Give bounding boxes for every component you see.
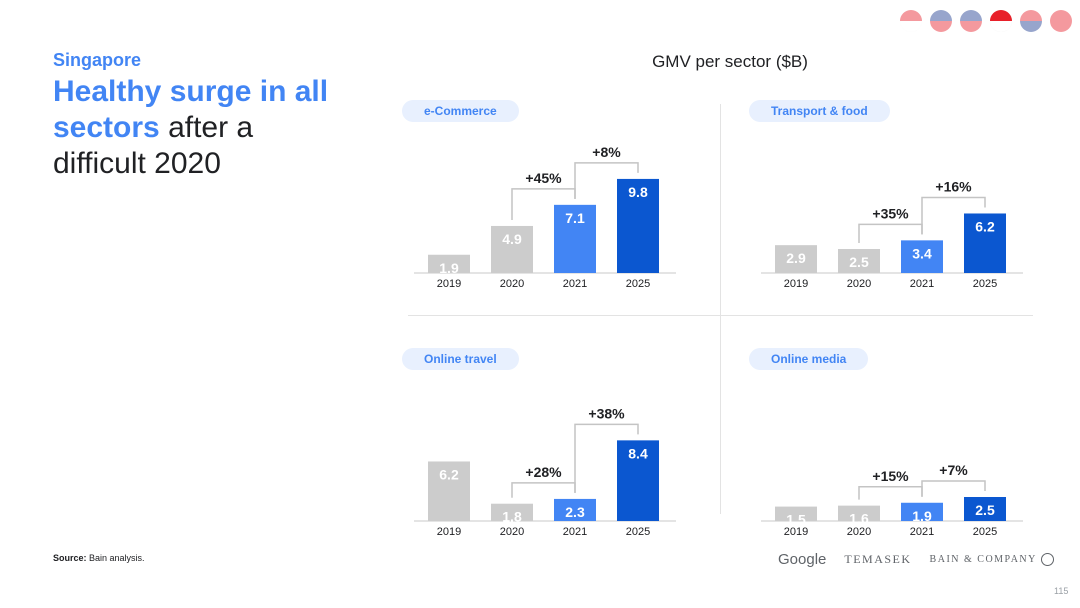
bar-2019	[428, 254, 470, 273]
bar-chart-svg: 2.9 2019 2.5 2020 3.4 2021 6.2 2025 +35% +16%	[761, 178, 1023, 290]
growth-bracket	[511, 482, 576, 498]
vertical-divider	[720, 104, 721, 514]
bar-value-label: 1.6	[849, 511, 869, 527]
bar-2025	[617, 178, 659, 273]
growth-bracket	[574, 423, 639, 493]
bar-2025	[617, 440, 659, 521]
x-tick-label: 2025	[973, 526, 997, 538]
x-tick-label: 2020	[500, 278, 524, 290]
growth-label: +28%	[525, 464, 562, 480]
x-tick-label: 2020	[847, 526, 871, 538]
bar-value-label: 1.9	[439, 260, 459, 276]
bain-logo-text: BAIN & COMPANY	[929, 554, 1037, 565]
headline-rest: after a difficult 2020	[53, 111, 254, 180]
growth-label: +16%	[935, 178, 972, 194]
bar-value-label: 1.9	[912, 508, 932, 524]
country-flags	[900, 10, 1072, 32]
growth-label: +15%	[872, 468, 909, 484]
x-tick-label: 2025	[973, 278, 997, 290]
growth-bracket	[858, 223, 923, 243]
bar-2025	[964, 497, 1006, 521]
x-tick-label: 2025	[626, 278, 650, 290]
bar-value-label: 2.5	[849, 254, 869, 270]
bar-2021	[554, 204, 596, 273]
temasek-logo: TEMASEK	[844, 552, 912, 566]
bar-2021	[901, 502, 943, 521]
malaysia-flag-icon[interactable]	[930, 10, 952, 32]
bar-2020	[838, 249, 880, 273]
bar-value-label: 7.1	[565, 210, 585, 226]
growth-bracket	[574, 162, 639, 199]
growth-label: +45%	[525, 170, 562, 186]
country-label: Singapore	[53, 50, 142, 70]
philippines-flag-icon[interactable]	[960, 10, 982, 32]
bain-logo: BAIN & COMPANY	[930, 553, 1054, 566]
x-tick-label: 2021	[910, 278, 934, 290]
x-tick-label: 2021	[563, 278, 587, 290]
growth-label: +8%	[592, 144, 621, 160]
source-note: Source: Bain analysis.	[53, 553, 145, 563]
bar-value-label: 9.8	[628, 184, 648, 200]
sector-pill: Transport & food	[749, 100, 890, 122]
x-tick-label: 2021	[563, 526, 587, 538]
bar-2020	[838, 505, 880, 521]
page-number: 115	[1054, 586, 1069, 596]
x-tick-label: 2020	[847, 278, 871, 290]
google-logo: Google	[778, 551, 827, 568]
bar-2019	[428, 461, 470, 521]
bar-value-label: 2.9	[786, 250, 806, 266]
sector-pill: Online travel	[402, 348, 519, 370]
bar-2021	[554, 498, 596, 521]
bar-value-label: 6.2	[439, 466, 459, 482]
horizontal-divider	[408, 315, 1033, 316]
panel-online-travel: 6.2 2019 1.8 2020 2.3 2021 8.4 2025 +28% +38% Onl…	[402, 348, 702, 568]
headline: Healthy surge in all sectors after a dif…	[53, 74, 353, 182]
chart-title: GMV per sector ($B)	[652, 52, 808, 71]
x-tick-label: 2019	[784, 278, 808, 290]
bar-value-label: 6.2	[975, 218, 995, 234]
bar-2019	[775, 245, 817, 273]
vietnam-flag-icon[interactable]	[1050, 10, 1072, 32]
x-tick-label: 2019	[437, 278, 461, 290]
bar-value-label: 2.5	[975, 502, 995, 518]
bar-2019	[775, 506, 817, 521]
thailand-flag-icon[interactable]	[1020, 10, 1042, 32]
indonesia-flag-icon[interactable]	[900, 10, 922, 32]
bain-circle-icon	[1040, 553, 1054, 566]
x-tick-label: 2019	[437, 526, 461, 538]
x-tick-label: 2021	[910, 526, 934, 538]
bar-value-label: 2.3	[565, 504, 585, 520]
x-tick-label: 2025	[626, 526, 650, 538]
bar-2021	[901, 240, 943, 273]
partner-logos: Google TEMASEK BAIN & COMPANY	[778, 551, 1054, 568]
bar-2025	[964, 213, 1006, 273]
sector-pill: e-Commerce	[402, 100, 519, 122]
panel-online-media: 1.5 2019 1.6 2020 1.9 2021 2.5 2025 +15% +7% Onli…	[749, 348, 1049, 568]
bar-value-label: 4.9	[502, 231, 522, 247]
bar-chart-svg: 1.9 2019 4.9 2020 7.1 2021 9.8 2025 +45% +8%	[414, 144, 676, 290]
growth-label: +7%	[939, 462, 968, 478]
growth-label: +38%	[588, 405, 625, 421]
singapore-flag-icon[interactable]	[990, 10, 1012, 32]
panel-ecommerce: 1.9 2019 4.9 2020 7.1 2021 9.8 2025 +45% +8% e-Co…	[402, 100, 702, 320]
source-label: Source:	[53, 553, 87, 563]
x-tick-label: 2019	[784, 526, 808, 538]
bar-value-label: 8.4	[628, 445, 648, 461]
bar-2020	[491, 225, 533, 273]
bar-value-label: 3.4	[912, 245, 932, 261]
growth-bracket	[921, 480, 986, 497]
x-tick-label: 2020	[500, 526, 524, 538]
panel-transport-food: 2.9 2019 2.5 2020 3.4 2021 6.2 2025 +35% +16% Tra…	[749, 100, 1049, 320]
sector-pill: Online media	[749, 348, 869, 370]
growth-label: +35%	[872, 205, 909, 221]
bar-value-label: 1.8	[502, 509, 522, 525]
bar-2020	[491, 503, 533, 521]
growth-bracket	[921, 196, 986, 235]
bar-value-label: 1.5	[786, 512, 806, 528]
source-text: Bain analysis.	[86, 553, 145, 563]
headline-highlight: Healthy surge in all sectors	[53, 75, 329, 144]
growth-bracket	[858, 486, 923, 500]
